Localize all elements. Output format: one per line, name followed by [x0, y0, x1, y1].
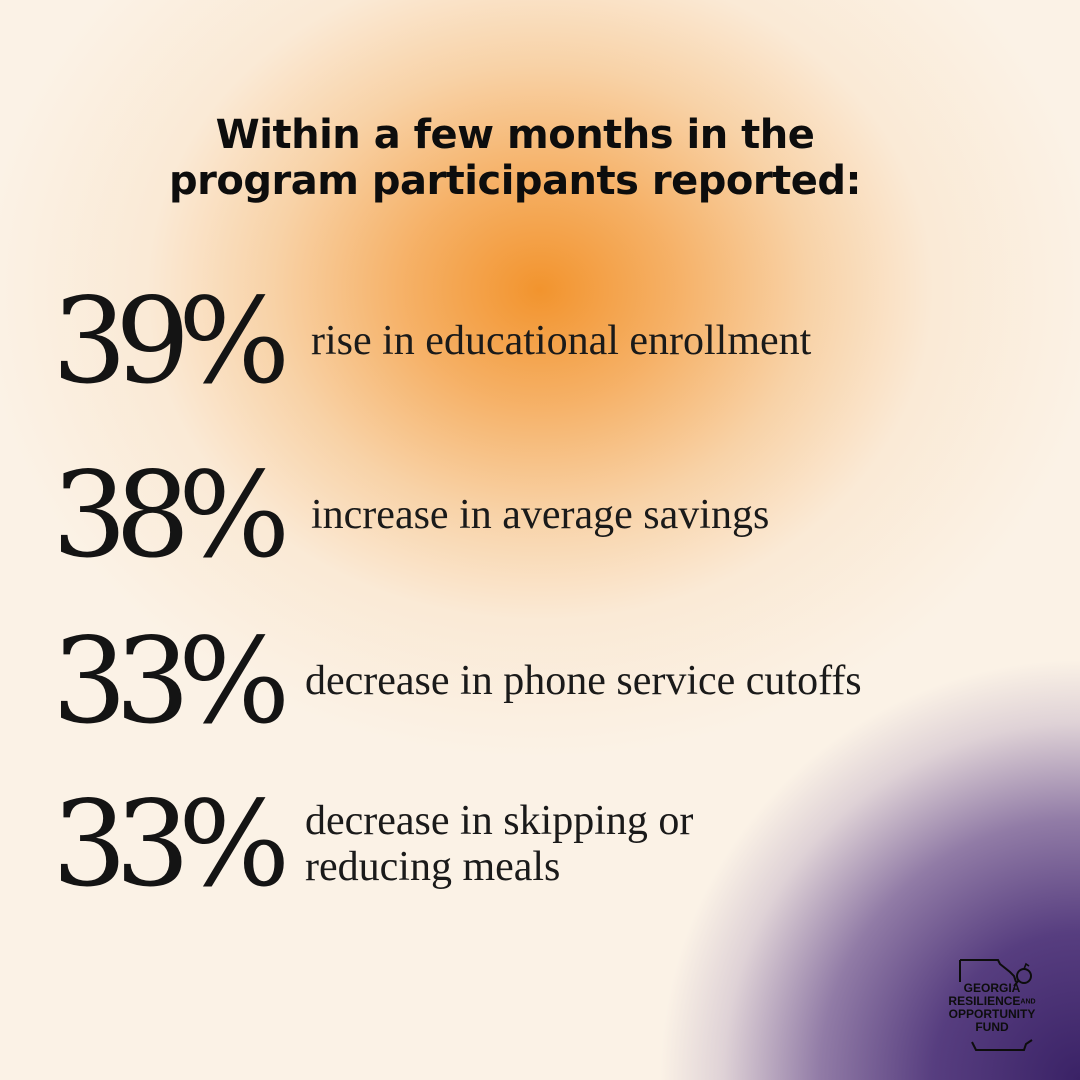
georgia-state-outline-icon — [959, 959, 1033, 1051]
logo-wordmark: GEORGIA RESILIENCEAND OPPORTUNITY FUND — [932, 982, 1052, 1034]
stat-value: 38% — [52, 446, 290, 584]
headline-line-1: Within a few months in the — [215, 112, 815, 158]
stat-description-line: decrease in skipping or — [305, 798, 694, 844]
georgia-resilience-opportunity-fund-logo: GEORGIA RESILIENCEAND OPPORTUNITY FUND — [932, 950, 1052, 1060]
stat-item-educational-enrollment: 39% rise in educational enrollment — [52, 282, 811, 400]
stat-value: 33% — [52, 612, 290, 750]
logo-word-and: AND — [1020, 998, 1036, 1006]
stat-description-line: reducing meals — [305, 844, 561, 890]
stat-description: decrease in phone service cutoffs — [305, 658, 862, 704]
stat-description: decrease in skipping or reducing meals — [305, 798, 693, 890]
stat-item-phone-service-cutoffs: 33% decrease in phone service cutoffs — [52, 622, 862, 740]
stat-item-skipping-meals: 33% decrease in skipping or reducing mea… — [52, 785, 693, 903]
stat-item-average-savings: 38% increase in average savings — [52, 456, 769, 574]
stat-description-line: decrease in phone service cutoffs — [305, 658, 862, 704]
stat-description: increase in average savings — [311, 492, 769, 538]
logo-line-resilience: RESILIENCEAND — [932, 995, 1052, 1008]
stat-description: rise in educational enrollment — [311, 318, 811, 364]
logo-line-georgia: GEORGIA — [963, 981, 1021, 995]
stat-description-line: rise in educational enrollment — [311, 318, 812, 364]
logo-word-resilience: RESILIENCE — [948, 994, 1021, 1008]
logo-line-fund: FUND — [975, 1020, 1009, 1035]
headline-line-2: program participants reported: — [169, 158, 861, 204]
stat-description-line: increase in average savings — [311, 492, 770, 538]
stat-value: 33% — [52, 775, 290, 913]
stat-value: 39% — [52, 272, 290, 410]
logo-line-opportunity: OPPORTUNITY — [948, 1007, 1036, 1022]
headline: Within a few months in the program parti… — [0, 112, 1030, 204]
